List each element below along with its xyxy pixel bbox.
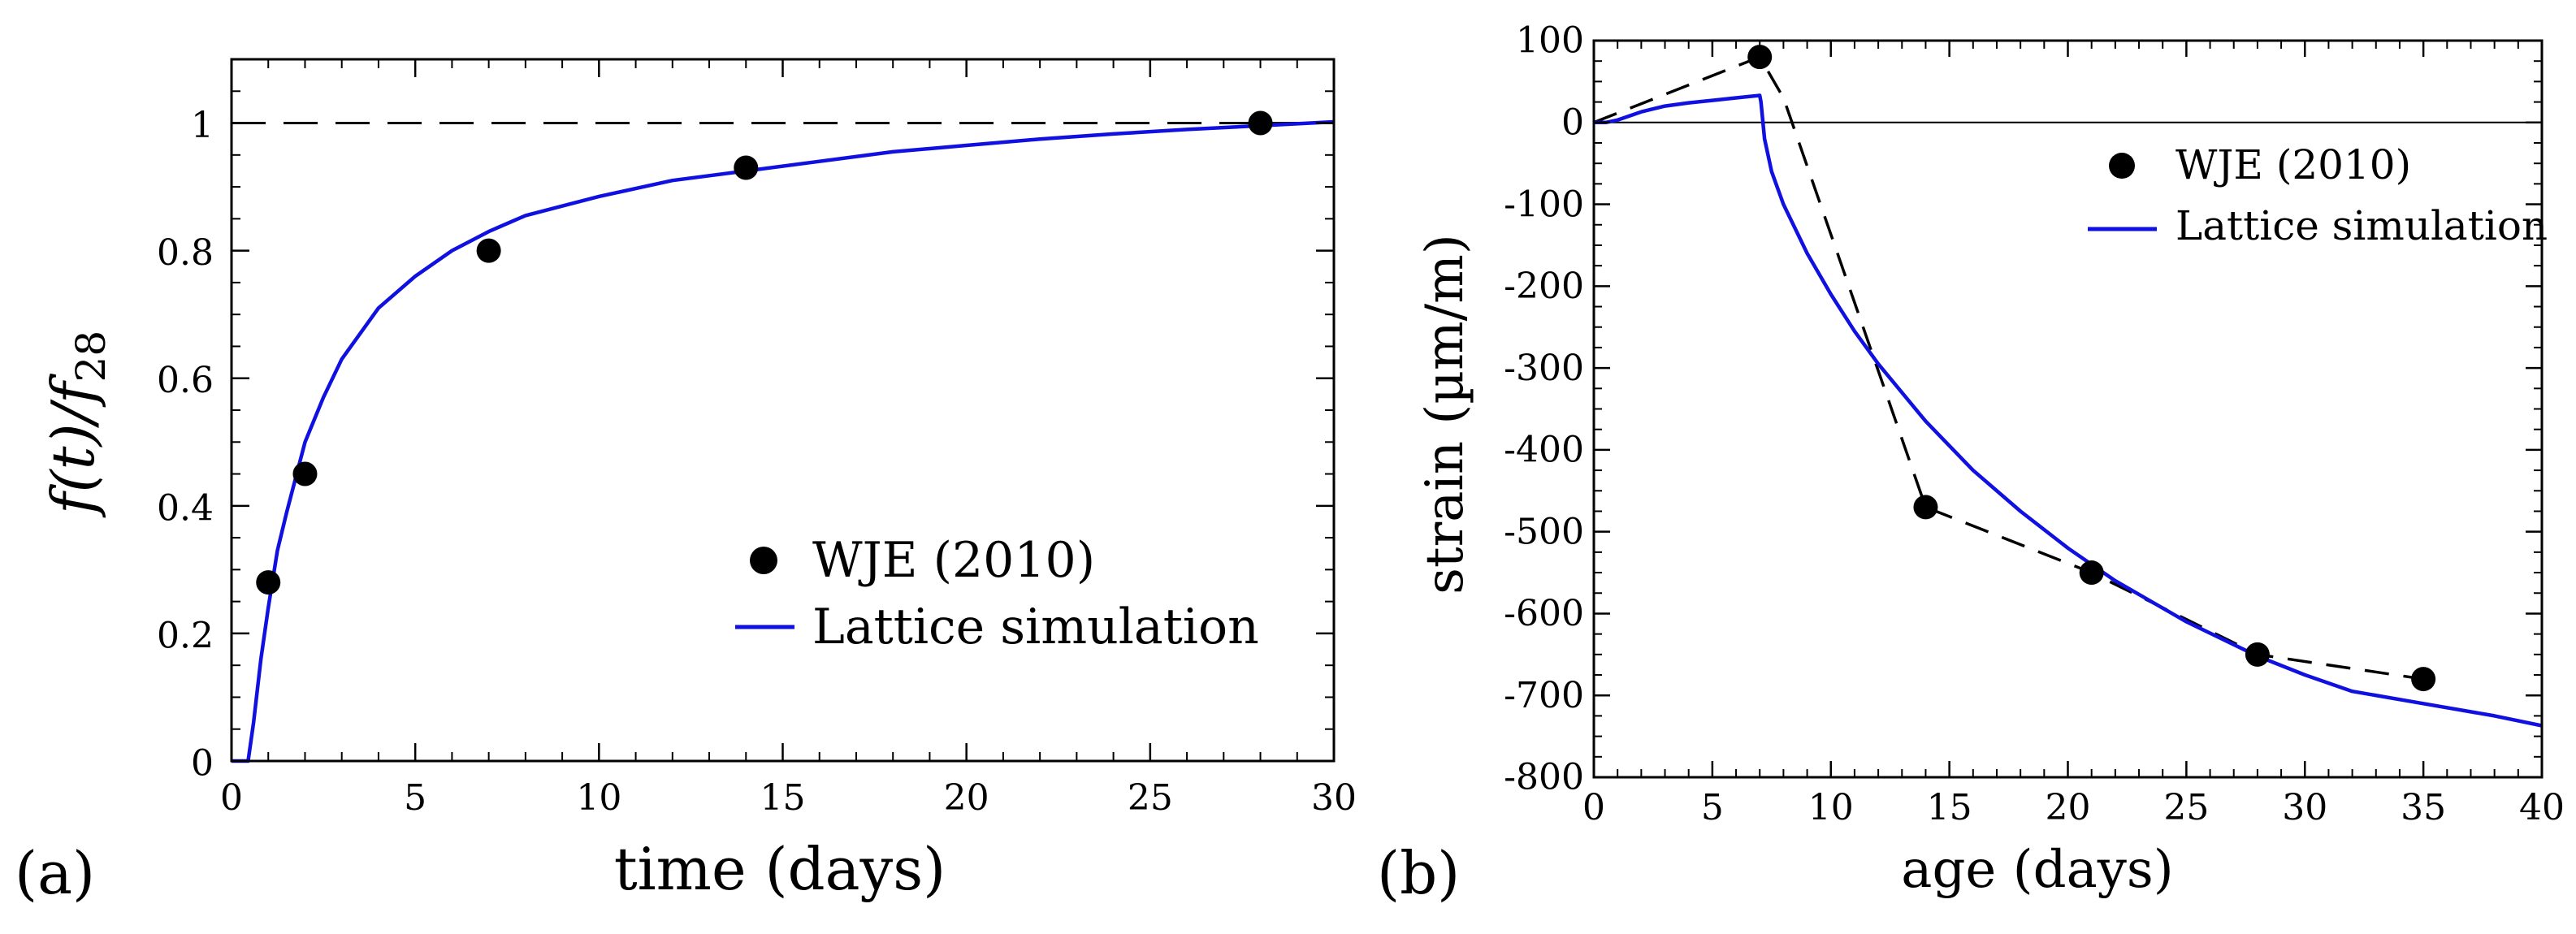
b-data-point-3	[2245, 642, 2270, 667]
a-data-point-4	[1248, 110, 1273, 136]
a-data-point-2	[476, 238, 501, 263]
chart-panel-b: 0 5 10 15 20 25 30 35 40 -800 -700 -600 -500 -400 -30…	[1377, 20, 2565, 907]
y-axis-label-a-main: f(t)/f	[39, 373, 107, 518]
a-x-tick-label-6: 30	[1311, 777, 1357, 819]
a-y-tick-label-2: 0.4	[157, 487, 214, 529]
legend-marker-wje-b	[2109, 153, 2135, 179]
b-data-point-2	[2079, 560, 2104, 586]
legend-label-wje-a: WJE (2010)	[812, 532, 1095, 589]
legend-a: WJE (2010) Lattice simulation	[735, 532, 1259, 655]
a-y-tick-label-5: 1	[191, 105, 214, 146]
plot-frame-b	[1592, 39, 2544, 779]
b-data-point-0	[1747, 45, 1773, 70]
b-y-tick-label-7: -100	[1504, 184, 1584, 225]
a-x-tick-label-3: 15	[760, 777, 806, 819]
b-data-point-1	[1913, 495, 1938, 520]
y-axis-label-a-subscript: 28	[67, 331, 115, 383]
y-axis-label-a: f(t)/f28	[39, 331, 115, 518]
b-y-tick-label-0: -800	[1504, 757, 1584, 798]
x-axis-label-b: age (days)	[1901, 840, 2173, 900]
b-y-tick-label-2: -600	[1504, 593, 1584, 634]
a-x-tick-label-1: 5	[404, 777, 426, 819]
legend-label-lattice-a: Lattice simulation	[812, 599, 1259, 655]
a-x-tick-label-5: 25	[1128, 777, 1173, 819]
y-tick-labels-a: 0 0.2 0.4 0.6 0.8 1	[157, 105, 214, 784]
a-data-point-1	[292, 461, 318, 486]
legend-label-wje-b: WJE (2010)	[2176, 141, 2411, 188]
a-data-point-0	[256, 570, 281, 595]
b-y-tick-label-8: 0	[1561, 102, 1584, 143]
b-simulation-line	[1594, 93, 2543, 728]
b-x-tick-label-4: 20	[2046, 787, 2091, 828]
legend-marker-wje-a	[750, 547, 777, 574]
a-simulation-line	[232, 119, 1335, 763]
panel-label-b: (b)	[1377, 839, 1460, 907]
legend-label-lattice-b: Lattice simulation	[2176, 202, 2548, 249]
b-x-tick-label-7: 35	[2401, 787, 2446, 828]
chart-panel-a: 0 5 10 15 20 25 30 00.20.40.60.81 time (days) …	[15, 58, 1357, 907]
a-y-tick-label-1: 0.2	[157, 615, 214, 656]
b-x-tick-label-5: 25	[2163, 787, 2209, 828]
b-x-tick-label-6: 30	[2282, 787, 2327, 828]
a-y-tick-label-3: 0.6	[157, 360, 214, 401]
b-y-tick-label-1: -700	[1504, 675, 1584, 716]
b-x-tick-label-1: 5	[1701, 787, 1724, 828]
x-tick-labels-a: 0 5 10 15 20 25 30	[220, 777, 1357, 819]
b-y-tick-label-5: -300	[1504, 348, 1584, 389]
a-y-tick-label-0: 0	[191, 743, 214, 785]
b-y-tick-label-4: -400	[1504, 430, 1584, 471]
plot-frame-a	[230, 58, 1336, 763]
x-axis-label-a: time (days)	[614, 835, 946, 903]
a-x-tick-label-0: 0	[220, 777, 243, 819]
b-data-point-4	[2411, 667, 2436, 692]
b-x-tick-label-3: 15	[1927, 787, 1972, 828]
a-data-point-3	[734, 155, 759, 180]
x-tick-labels-b: 0 5 10 15 20 25 30 35 40	[1582, 787, 2565, 828]
b-x-tick-label-8: 40	[2519, 787, 2565, 828]
y-axis-label-b: strain (µm/m)	[1415, 234, 1475, 595]
a-y-tick-label-4: 0.8	[157, 232, 214, 274]
panel-label-a: (a)	[15, 839, 95, 907]
b-x-tick-label-2: 10	[1808, 787, 1854, 828]
series-group-b	[1593, 45, 2543, 728]
b-y-tick-label-6: -200	[1504, 266, 1584, 307]
legend-b: WJE (2010) Lattice simulation	[2088, 141, 2548, 249]
a-x-tick-label-4: 20	[944, 777, 989, 819]
a-x-tick-label-2: 10	[576, 777, 621, 819]
b-y-tick-label-9: 100	[1516, 20, 1584, 62]
y-tick-labels-b: -800 -700 -600 -500 -400 -300 -200 -100 0 100	[1504, 20, 1584, 798]
series-group-a	[232, 110, 1335, 763]
b-x-tick-label-0: 0	[1582, 787, 1605, 828]
b-y-tick-label-3: -500	[1504, 511, 1584, 552]
